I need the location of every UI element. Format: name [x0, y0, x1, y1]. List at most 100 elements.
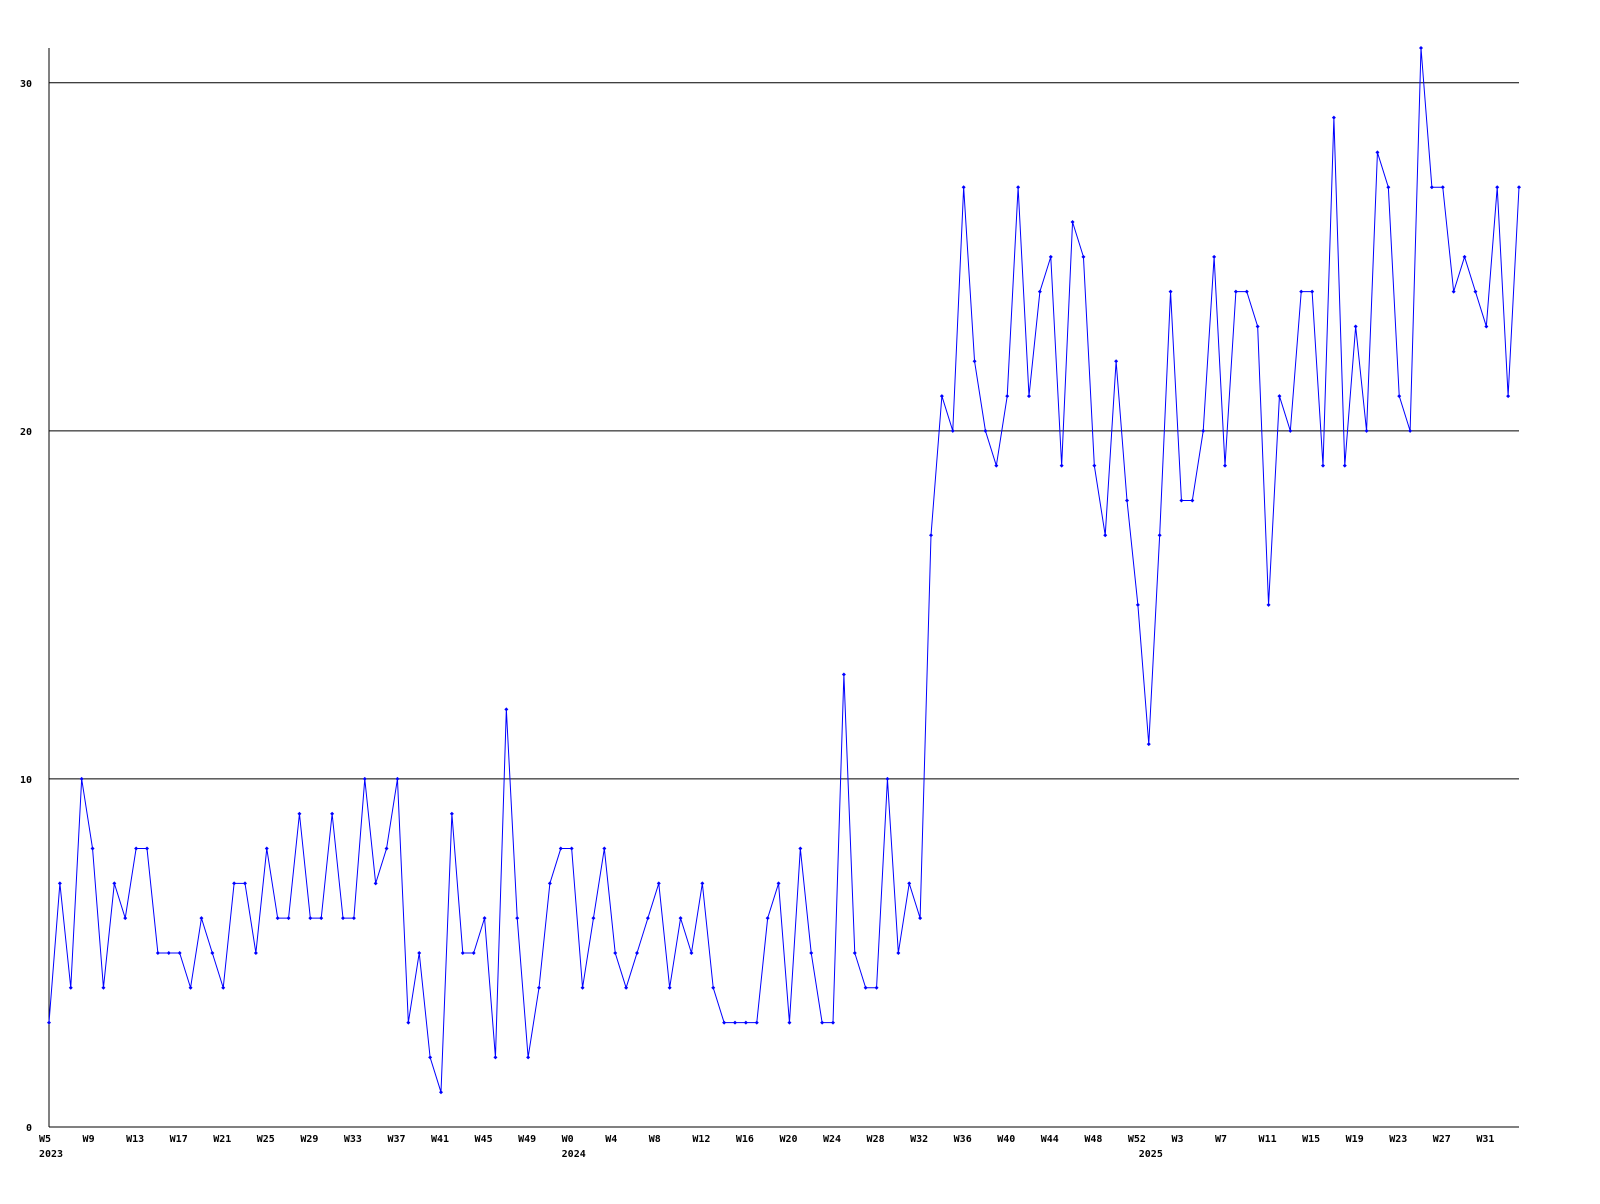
y-tick-label: 10 — [20, 775, 32, 786]
point — [504, 707, 509, 712]
point — [558, 846, 563, 851]
point — [874, 985, 879, 990]
x-tick-label: W41 — [431, 1134, 449, 1145]
point — [1092, 463, 1097, 468]
point — [1506, 394, 1511, 399]
x-tick-label: W17 — [170, 1134, 188, 1145]
point — [1310, 289, 1315, 294]
point — [1190, 498, 1195, 503]
point — [308, 916, 313, 921]
x-tick-label: W32 — [910, 1134, 928, 1145]
x-tick-label: W28 — [867, 1134, 885, 1145]
point — [439, 1090, 443, 1095]
x-tick-label: W31 — [1476, 1134, 1494, 1145]
point — [841, 672, 846, 677]
line — [48, 47, 1520, 1093]
point — [678, 916, 683, 921]
point — [624, 985, 629, 990]
point — [580, 985, 585, 990]
x-tick-label: W36 — [954, 1134, 972, 1145]
point — [918, 916, 923, 921]
point — [1484, 324, 1489, 329]
point — [733, 1020, 737, 1025]
point — [983, 428, 988, 433]
x-tick-label: W16 — [736, 1134, 754, 1145]
point — [1027, 394, 1031, 399]
point — [1244, 289, 1249, 294]
point — [221, 985, 226, 990]
point — [896, 950, 901, 955]
point — [667, 985, 672, 990]
point — [1201, 428, 1206, 433]
point — [1397, 394, 1402, 399]
point — [134, 846, 139, 851]
year-label: 2023 — [39, 1149, 63, 1160]
x-tick-label: W45 — [475, 1134, 493, 1145]
y-tick-label: 0 — [26, 1123, 32, 1134]
point — [547, 881, 552, 886]
x-tick-label: W15 — [1302, 1134, 1320, 1145]
point — [319, 916, 324, 921]
point — [1255, 324, 1260, 329]
point — [1299, 289, 1304, 294]
point — [330, 811, 335, 816]
x-tick-label: W4 — [605, 1134, 617, 1145]
point — [253, 950, 258, 955]
point — [569, 846, 574, 851]
point — [101, 985, 106, 990]
point — [939, 394, 944, 399]
point — [1408, 428, 1413, 433]
point — [700, 881, 705, 886]
point — [1375, 150, 1380, 155]
point — [1103, 533, 1108, 538]
point — [1451, 289, 1456, 294]
point — [341, 916, 345, 921]
point — [155, 950, 160, 955]
x-tick-label: W13 — [126, 1134, 144, 1145]
point — [515, 916, 520, 921]
point — [711, 985, 716, 990]
point — [493, 1055, 498, 1060]
point — [820, 1020, 825, 1025]
x-tick-label: W24 — [823, 1134, 841, 1145]
point — [798, 846, 803, 851]
point — [68, 985, 73, 990]
point — [1473, 289, 1478, 294]
x-tick-label: W25 — [257, 1134, 275, 1145]
point — [950, 428, 955, 433]
point — [123, 916, 128, 921]
point — [145, 846, 149, 851]
point — [1059, 463, 1064, 468]
x-tick-label: W9 — [83, 1134, 95, 1145]
point — [406, 1020, 411, 1025]
point — [602, 846, 607, 851]
x-tick-label: W23 — [1389, 1134, 1407, 1145]
point — [722, 1020, 727, 1025]
point — [1146, 742, 1151, 747]
point — [885, 776, 890, 781]
point — [863, 985, 868, 990]
point — [90, 846, 95, 851]
point — [1070, 220, 1075, 225]
point — [47, 1020, 51, 1025]
point — [526, 1055, 531, 1060]
point — [591, 916, 596, 921]
point — [297, 811, 302, 816]
point — [1266, 602, 1271, 607]
point — [1342, 463, 1347, 468]
point — [1005, 394, 1010, 399]
point — [765, 916, 770, 921]
point — [929, 533, 933, 538]
point — [961, 185, 966, 190]
x-tick-label: W0 — [562, 1134, 574, 1145]
point — [1429, 185, 1434, 190]
point — [210, 950, 215, 955]
year-label: 2025 — [1139, 1149, 1163, 1160]
point — [1386, 185, 1391, 190]
x-tick-label: W40 — [997, 1134, 1015, 1145]
point — [471, 950, 476, 955]
point — [395, 776, 400, 781]
x-tick-label: W44 — [1041, 1134, 1059, 1145]
point — [1081, 254, 1086, 259]
point — [1212, 254, 1217, 259]
